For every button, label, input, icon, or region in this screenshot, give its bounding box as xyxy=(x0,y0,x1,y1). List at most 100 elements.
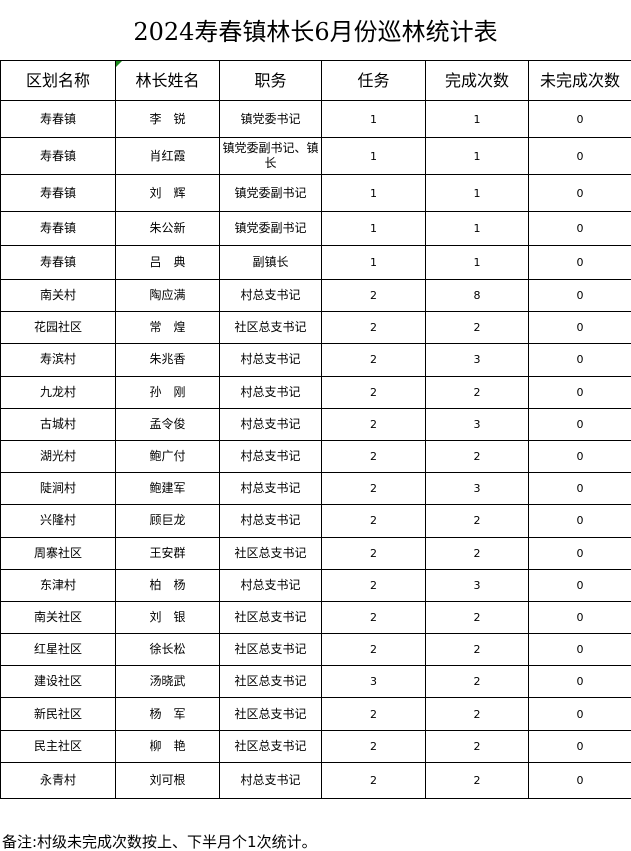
cell-position: 镇党委书记 xyxy=(219,100,322,138)
cell-task: 2 xyxy=(321,536,426,570)
cell-task: 2 xyxy=(321,504,426,538)
cell-completed: 2 xyxy=(425,665,529,699)
cell-uncompleted: 0 xyxy=(528,568,631,602)
cell-position: 村总支书记 xyxy=(219,343,322,377)
cell-chief-name: 王安群 xyxy=(115,536,220,570)
column-header-uncompleted: 未完成次数 xyxy=(528,60,631,101)
page-title: 2024寿春镇林长6月份巡林统计表 xyxy=(133,18,498,46)
column-header-chief-name: 林长姓名 xyxy=(115,60,220,101)
cell-task: 2 xyxy=(321,343,426,377)
cell-region: 寿滨村 xyxy=(0,343,116,377)
cell-region: 新民社区 xyxy=(0,697,116,731)
cell-region: 九龙村 xyxy=(0,375,116,409)
cell-chief-name: 刘 辉 xyxy=(115,174,220,212)
table-row: 古城村 孟令俊 村总支书记 2 3 0 xyxy=(0,407,631,441)
cell-completed: 2 xyxy=(425,439,529,474)
table-row: 红星社区 徐长松 社区总支书记 2 2 0 xyxy=(0,633,631,667)
cell-position: 村总支书记 xyxy=(219,278,322,313)
cell-chief-name: 刘可根 xyxy=(115,761,220,799)
cell-position: 村总支书记 xyxy=(219,568,322,602)
cell-task: 2 xyxy=(321,311,426,345)
cell-task: 1 xyxy=(321,174,426,212)
cell-uncompleted: 0 xyxy=(528,311,631,345)
cell-chief-name: 徐长松 xyxy=(115,633,220,667)
cell-completed: 1 xyxy=(425,137,529,175)
cell-completed: 8 xyxy=(425,278,529,313)
cell-chief-name: 朱公新 xyxy=(115,211,220,246)
cell-chief-name: 李 锐 xyxy=(115,100,220,138)
cell-chief-name: 汤晓武 xyxy=(115,665,220,699)
cell-position: 社区总支书记 xyxy=(219,536,322,570)
table-row: 东津村柏 杨村总支书记 2 3 0 xyxy=(0,568,631,602)
table-row: 寿春镇 朱公新 镇党委副书记 1 1 0 xyxy=(0,211,631,246)
cell-uncompleted: 0 xyxy=(528,439,631,474)
cell-region: 湖光村 xyxy=(0,439,116,474)
cell-chief-name: 陶应满 xyxy=(115,278,220,313)
cell-task: 1 xyxy=(321,245,426,280)
cell-completed: 2 xyxy=(425,729,529,763)
cell-task: 2 xyxy=(321,439,426,474)
cell-completed: 2 xyxy=(425,761,529,799)
cell-position: 村总支书记 xyxy=(219,375,322,409)
cell-task: 2 xyxy=(321,697,426,731)
cell-task: 1 xyxy=(321,137,426,175)
cell-position: 镇党委副书记 xyxy=(219,211,322,246)
cell-task: 2 xyxy=(321,761,426,799)
cell-uncompleted: 0 xyxy=(528,665,631,699)
cell-task: 2 xyxy=(321,375,426,409)
cell-uncompleted: 0 xyxy=(528,697,631,731)
cell-completed: 3 xyxy=(425,343,529,377)
column-header-position: 职务 xyxy=(219,60,322,101)
table-row: 新民社区杨 军社区总支书记 2 2 0 xyxy=(0,697,631,731)
cell-chief-name: 刘 银 xyxy=(115,600,220,635)
cell-task: 3 xyxy=(321,665,426,699)
table-row: 寿春镇 肖红霞 镇党委副书记、镇长 1 1 0 xyxy=(0,137,631,175)
table-row: 陡涧村 鲍建军 村总支书记 2 3 0 xyxy=(0,472,631,506)
cell-completed: 1 xyxy=(425,245,529,280)
cell-uncompleted: 0 xyxy=(528,729,631,763)
table-row: 民主社区柳 艳社区总支书记 2 2 0 xyxy=(0,729,631,763)
cell-completed: 1 xyxy=(425,174,529,212)
cell-region: 花园社区 xyxy=(0,311,116,345)
cell-chief-name: 孟令俊 xyxy=(115,407,220,441)
cell-position: 村总支书记 xyxy=(219,439,322,474)
cell-completed: 2 xyxy=(425,697,529,731)
cell-task: 2 xyxy=(321,472,426,506)
cell-position: 社区总支书记 xyxy=(219,600,322,635)
cell-region: 寿春镇 xyxy=(0,211,116,246)
cell-completed: 3 xyxy=(425,472,529,506)
cell-task: 1 xyxy=(321,211,426,246)
table-row: 寿滨村 朱兆香 村总支书记 2 3 0 xyxy=(0,343,631,377)
cell-chief-name: 常 煌 xyxy=(115,311,220,345)
cell-uncompleted: 0 xyxy=(528,600,631,635)
cell-uncompleted: 0 xyxy=(528,633,631,667)
cell-chief-name: 柳 艳 xyxy=(115,729,220,763)
cell-task: 2 xyxy=(321,278,426,313)
cell-completed: 3 xyxy=(425,568,529,602)
table-row: 寿春镇刘 辉镇党委副书记 1 1 0 xyxy=(0,174,631,212)
cell-chief-name: 杨 军 xyxy=(115,697,220,731)
column-header-completed: 完成次数 xyxy=(425,60,529,101)
cell-uncompleted: 0 xyxy=(528,536,631,570)
cell-uncompleted: 0 xyxy=(528,211,631,246)
cell-position: 社区总支书记 xyxy=(219,697,322,731)
cell-chief-name: 鲍广付 xyxy=(115,439,220,474)
table-row: 兴隆村 顾巨龙 村总支书记 2 2 0 xyxy=(0,504,631,538)
cell-region: 周寨社区 xyxy=(0,536,116,570)
cell-task: 2 xyxy=(321,729,426,763)
cell-uncompleted: 0 xyxy=(528,375,631,409)
cell-task: 2 xyxy=(321,407,426,441)
table-row: 九龙村孙 刚村总支书记 2 2 0 xyxy=(0,375,631,409)
cell-completed: 1 xyxy=(425,211,529,246)
column-header-task: 任务 xyxy=(321,60,426,101)
table-header-row: 区划名称 林长姓名 职务 任务 完成次数 未完成次数 xyxy=(0,60,631,101)
cell-position: 村总支书记 xyxy=(219,504,322,538)
table-row: 南关社区刘 银社区总支书记 2 2 0 xyxy=(0,600,631,635)
cell-chief-name: 吕 典 xyxy=(115,245,220,280)
cell-position: 镇党委副书记、镇长 xyxy=(219,137,322,175)
cell-task: 2 xyxy=(321,568,426,602)
cell-uncompleted: 0 xyxy=(528,343,631,377)
cell-chief-name: 孙 刚 xyxy=(115,375,220,409)
footnote: 备注:村级未完成次数按上、下半月个1次统计。 xyxy=(2,833,317,851)
cell-region: 建设社区 xyxy=(0,665,116,699)
